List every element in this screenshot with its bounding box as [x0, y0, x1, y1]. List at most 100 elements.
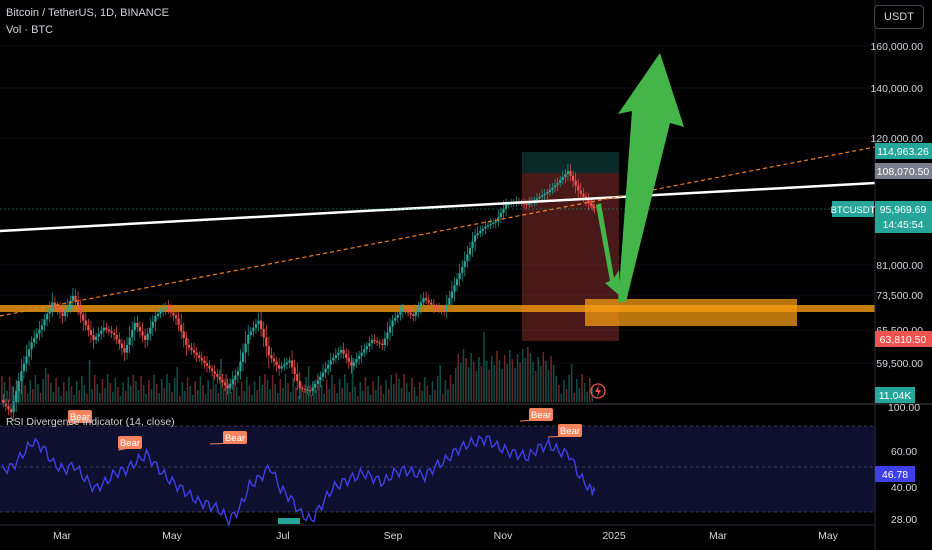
- candle-body: [342, 350, 345, 354]
- candle-body: [64, 310, 67, 316]
- price-tick: 160,000.00: [870, 41, 923, 53]
- volume-bar: [81, 376, 83, 402]
- candle-body: [234, 375, 237, 380]
- volume-bar: [50, 383, 52, 402]
- volume-bar: [186, 377, 189, 402]
- candle-body: [445, 304, 448, 312]
- rsi-band: [0, 426, 875, 512]
- candle-body: [579, 190, 582, 194]
- countdown-tag: 14:45:54: [883, 219, 924, 231]
- down-arrow[interactable]: [596, 203, 620, 296]
- candle-body: [2, 400, 5, 404]
- volume-bar: [560, 394, 563, 402]
- volume-tag-bg: [875, 387, 915, 403]
- volume-bar: [179, 396, 181, 402]
- candle-body: [502, 208, 505, 213]
- volume-bar: [315, 390, 318, 402]
- volume-bar: [509, 350, 511, 402]
- candle-body: [293, 367, 296, 375]
- candle-body: [296, 374, 299, 382]
- volume-bar: [496, 351, 498, 402]
- volume-bar: [32, 389, 34, 402]
- volume-bar: [96, 384, 99, 402]
- volume-bar: [426, 386, 429, 402]
- candle-body: [564, 174, 567, 177]
- volume-bar: [135, 381, 137, 402]
- candle-body: [484, 226, 487, 229]
- candle-body: [522, 203, 526, 205]
- volume-bar: [318, 376, 320, 402]
- volume-bar: [155, 384, 158, 402]
- stop-tag-bg: [875, 331, 932, 347]
- candle-body: [327, 364, 330, 369]
- target-tag-bg: [875, 143, 932, 159]
- bear-label: Bear: [70, 412, 90, 423]
- volume-bar: [534, 371, 537, 402]
- volume-bar: [331, 375, 333, 402]
- up-arrow[interactable]: [618, 53, 684, 302]
- candle-body: [363, 349, 366, 353]
- volume-bar: [37, 384, 39, 402]
- volume-bar: [452, 384, 454, 402]
- volume-bar: [130, 386, 132, 402]
- white-trendline[interactable]: [0, 181, 876, 233]
- candle-body: [425, 298, 428, 301]
- currency-button[interactable]: USDT: [874, 5, 924, 29]
- volume-bar: [243, 391, 246, 402]
- volume-bar: [233, 378, 235, 402]
- support-zone-band[interactable]: [0, 305, 875, 312]
- candle-body: [162, 309, 165, 312]
- volume-bar: [24, 385, 26, 402]
- candle-body: [412, 314, 415, 316]
- candle-body: [239, 361, 242, 372]
- rsi-line[interactable]: [1, 435, 596, 528]
- candle-body: [7, 406, 10, 410]
- candle-body: [105, 327, 108, 330]
- target-buy-zone[interactable]: [585, 299, 797, 326]
- volume-bar: [576, 379, 578, 402]
- candle-body: [499, 212, 502, 218]
- volume-bar: [166, 374, 168, 402]
- volume-bar: [222, 388, 225, 402]
- volume-bar: [374, 390, 377, 402]
- bear-label-bg: [118, 436, 142, 449]
- volume-bar: [6, 391, 8, 402]
- candle-body: [100, 330, 103, 334]
- candle-body: [590, 204, 593, 206]
- volume-bar: [362, 391, 364, 402]
- candle-body: [118, 339, 121, 344]
- volume-bar: [539, 366, 542, 402]
- time-tick: 2025: [602, 530, 626, 542]
- volume-bar: [148, 380, 150, 402]
- volume-bar: [413, 387, 416, 402]
- price-tick: 140,000.00: [870, 83, 923, 95]
- volume-bar: [287, 383, 289, 402]
- volume-bar: [537, 357, 539, 402]
- candle-body: [156, 313, 160, 316]
- candle-body: [455, 279, 459, 286]
- lightning-icon[interactable]: [590, 383, 606, 399]
- candle-body: [507, 203, 510, 205]
- target-zone[interactable]: [522, 152, 619, 173]
- candle-body: [252, 327, 255, 332]
- symbol-tag: BTCUSDT: [831, 205, 876, 216]
- volume-bar: [488, 370, 490, 402]
- volume-bar: [431, 381, 434, 402]
- candle-body: [504, 204, 508, 209]
- time-axis: Mar May Jul Sep Nov 2025 Mar May: [0, 524, 875, 542]
- rsi-tick: 40.00: [891, 482, 917, 494]
- dashed-trendline[interactable]: [0, 146, 876, 317]
- volume-bar: [351, 358, 354, 402]
- volume-bar: [111, 392, 114, 402]
- volume-bar: [429, 395, 431, 402]
- volume-bar: [145, 394, 148, 402]
- candle-body: [479, 230, 482, 234]
- candle-body: [316, 380, 319, 384]
- candle-body: [200, 357, 203, 361]
- candle-body: [241, 352, 245, 362]
- volume-bar: [55, 378, 57, 402]
- volume-bar: [212, 375, 215, 402]
- candle-body: [15, 391, 18, 402]
- candle-body: [427, 300, 430, 303]
